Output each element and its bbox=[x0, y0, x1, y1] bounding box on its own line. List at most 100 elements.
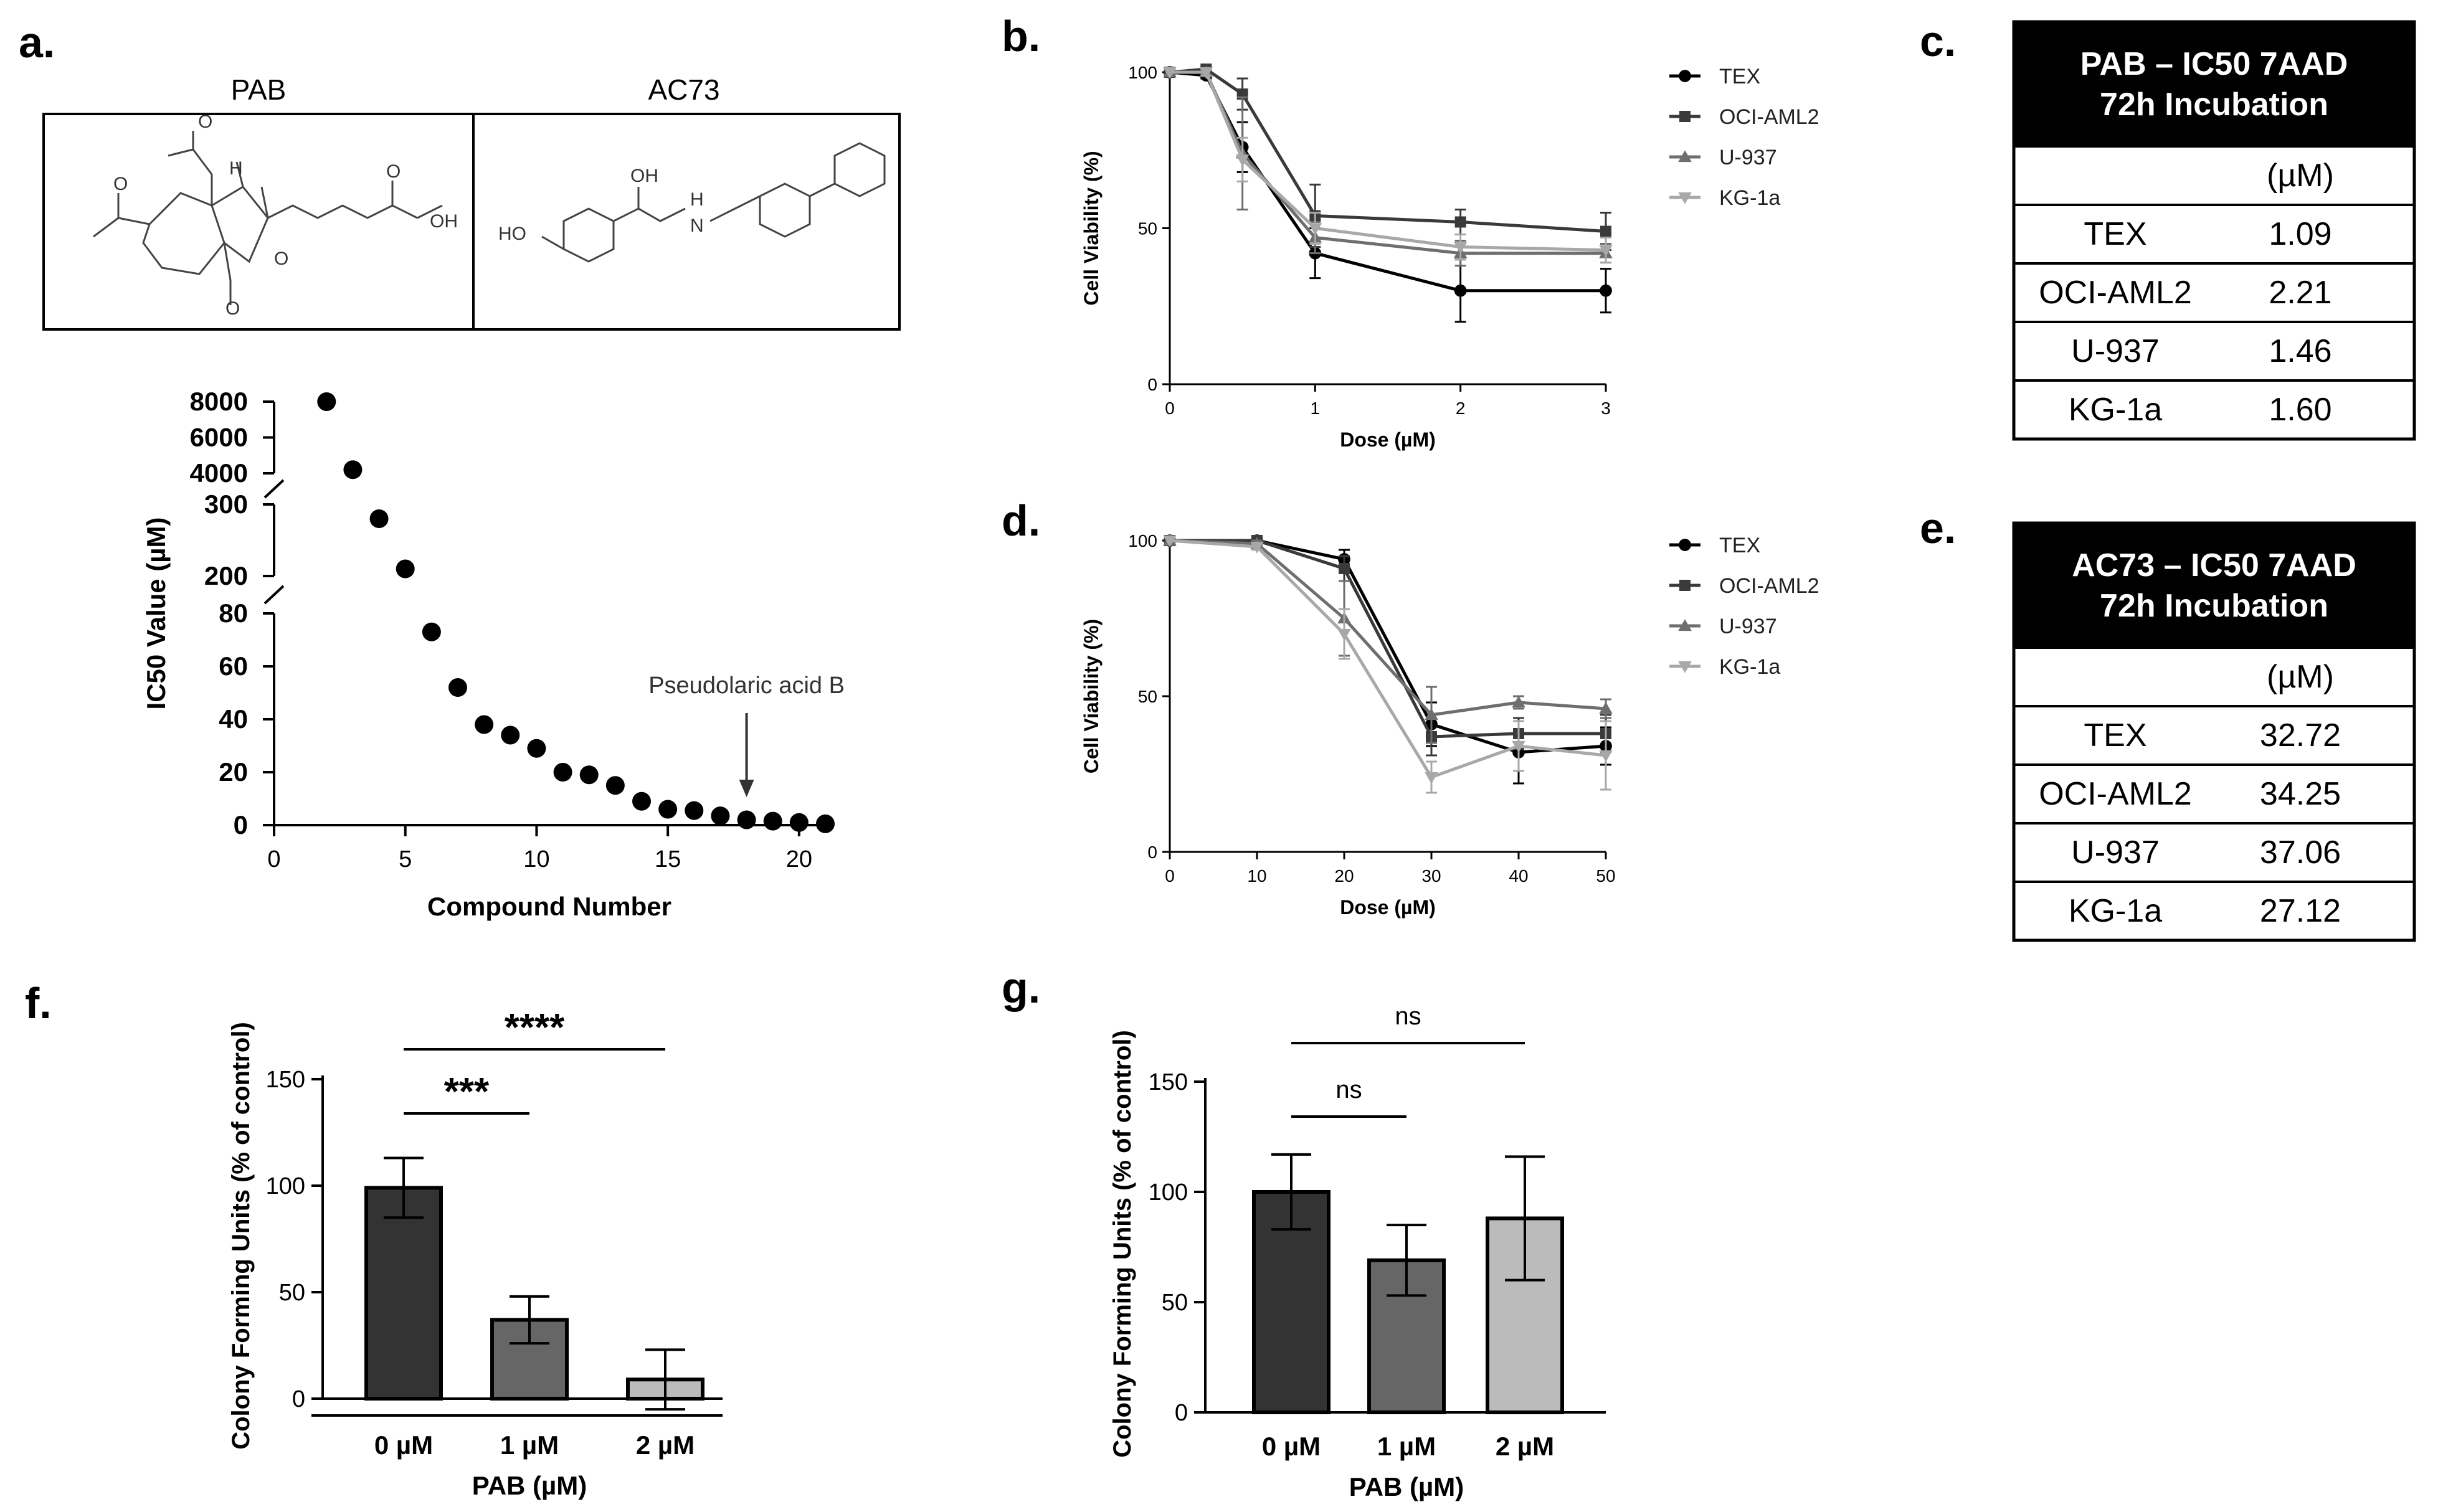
table-e-row-label: TEX bbox=[2084, 717, 2146, 754]
chart-f-category-label: 0 µM bbox=[374, 1430, 433, 1460]
chart-g-significance-label: ns bbox=[1335, 1076, 1362, 1103]
chart-g-y-axis-title: Colony Forming Units (% of control) bbox=[1109, 1030, 1136, 1458]
pab-structure-drawing: O O H OH O O O bbox=[93, 111, 458, 319]
table-e-border bbox=[2012, 521, 2416, 942]
table-c-row-label: U-937 bbox=[2071, 333, 2160, 369]
table-e-row-value: 32.72 bbox=[2260, 717, 2341, 754]
chart-a-y-tick-label: 20 bbox=[219, 757, 248, 787]
chart-b-series-oci-aml2 bbox=[1164, 63, 1611, 252]
chemical-structures: PAB AC73 O O H OH O O O bbox=[42, 73, 901, 331]
panel-d-label: d. bbox=[1002, 496, 1040, 545]
chart-d-data-point bbox=[1339, 563, 1350, 574]
chart-d-data-point bbox=[1599, 750, 1613, 762]
chart-d-legend-label: OCI-AML2 bbox=[1719, 574, 1819, 598]
panel-e-label: e. bbox=[1920, 504, 1956, 552]
chart-a-point bbox=[789, 813, 809, 832]
chart-d-x-tick-label: 0 bbox=[1165, 866, 1175, 886]
chart-b-x-tick-label: 3 bbox=[1601, 399, 1611, 418]
chart-a-point bbox=[632, 791, 651, 811]
chart-b-data-point bbox=[1308, 223, 1322, 235]
table-c-row bbox=[2013, 145, 2416, 206]
chart-g-y-tick-label: 0 bbox=[1175, 1400, 1188, 1426]
table-e-row-label: KG-1a bbox=[2069, 893, 2162, 929]
table-c-row-value: 1.46 bbox=[2269, 333, 2331, 369]
ac73-structure-drawing: HO OH H N bbox=[498, 142, 886, 263]
chart-g-x-axis-title: PAB (µM) bbox=[1349, 1472, 1464, 1501]
panel-c-label: c. bbox=[1920, 17, 1956, 65]
table-c-row-label: OCI-AML2 bbox=[2039, 275, 2192, 311]
chart-a-y-tick-label: 4000 bbox=[190, 458, 248, 488]
table-c-header-line1: PAB – IC50 7AAD bbox=[2080, 46, 2348, 82]
ac73-atom-3: H bbox=[690, 189, 704, 210]
chart-a-x-tick-label: 20 bbox=[786, 846, 812, 872]
chart-d-y-tick-label: 0 bbox=[1147, 843, 1157, 862]
chart-a-x-tick-label: 5 bbox=[399, 846, 412, 872]
chart-b-data-point bbox=[1199, 67, 1213, 79]
chart-d-data-point bbox=[1512, 740, 1525, 753]
chart-b-x-axis-title: Dose (µM) bbox=[1340, 428, 1436, 451]
table-c-row-value: 1.09 bbox=[2269, 216, 2331, 252]
table-c-pab-ic50: PAB – IC50 7AAD 72h Incubation (µM) TEX 1.09… bbox=[2012, 20, 2416, 441]
chart-a-y-tick-label: 200 bbox=[204, 561, 248, 590]
chart-a-x-tick-label: 0 bbox=[267, 846, 280, 872]
chart-b-y-tick-label: 0 bbox=[1147, 375, 1157, 394]
chart-d-x-tick-label: 30 bbox=[1421, 866, 1441, 886]
chart-a-axis-break-0 bbox=[263, 585, 285, 605]
pab-atom-4: OH bbox=[430, 211, 458, 232]
chart-a-point bbox=[475, 715, 494, 734]
pab-structure-box bbox=[42, 113, 475, 331]
chart-b-legend-marker bbox=[1679, 70, 1691, 82]
chart-f-y-tick-label: 150 bbox=[266, 1067, 305, 1093]
chart-a-point bbox=[553, 763, 572, 782]
ac73-structure-box bbox=[472, 113, 901, 331]
chart-a-point bbox=[343, 460, 363, 480]
chart-g-cfu: 0 50 100 150 0 µM 1 µM 2 µM PAB (µM) Colony Form… bbox=[1109, 1003, 1606, 1501]
table-c-row-value: (µM) bbox=[2267, 158, 2334, 194]
chart-f-y-tick-label: 100 bbox=[266, 1173, 305, 1199]
chart-d-x-tick-label: 20 bbox=[1334, 866, 1354, 886]
chart-d-series-u-937 bbox=[1163, 534, 1613, 744]
chart-b-legend-label: U-937 bbox=[1719, 146, 1777, 169]
pab-atom-1: O bbox=[198, 111, 212, 132]
chart-d-data-point bbox=[1250, 541, 1264, 554]
chart-d-series-oci-aml2 bbox=[1164, 535, 1611, 757]
chart-a-x-axis-title: Compound Number bbox=[427, 892, 671, 921]
table-e-row-value: (µM) bbox=[2267, 659, 2334, 695]
chart-g-category-label: 0 µM bbox=[1262, 1432, 1321, 1461]
chart-b-x-tick-label: 0 bbox=[1165, 399, 1175, 418]
chart-g-y-tick-label: 100 bbox=[1149, 1179, 1188, 1206]
chart-b-data-point bbox=[1600, 284, 1612, 297]
panel-a-label: a. bbox=[19, 18, 55, 67]
panel-f-label: f. bbox=[25, 979, 52, 1028]
chart-b-y-tick-label: 100 bbox=[1128, 63, 1157, 82]
ac73-atom-4: N bbox=[690, 215, 704, 236]
chart-d-series-kg-1a bbox=[1163, 535, 1613, 794]
pab-atom-7: O bbox=[225, 298, 240, 319]
chart-f-category-label: 1 µM bbox=[500, 1430, 559, 1460]
table-e-row-label: U-937 bbox=[2071, 834, 2160, 871]
chart-a-y-tick-label: 60 bbox=[219, 651, 248, 681]
panel-b-label: b. bbox=[1002, 12, 1040, 60]
chart-a-axis-break-1 bbox=[263, 479, 285, 499]
chart-b-series-tex bbox=[1164, 66, 1612, 323]
chart-a-point bbox=[816, 814, 835, 833]
table-c-row-value: 2.21 bbox=[2269, 275, 2331, 311]
chart-b-x-tick-label: 2 bbox=[1456, 399, 1466, 418]
table-e-row bbox=[2013, 705, 2416, 766]
chart-d-legend-marker bbox=[1679, 580, 1691, 591]
chart-b-y-tick-label: 50 bbox=[1138, 219, 1157, 239]
chart-d-series-line bbox=[1170, 539, 1606, 754]
chart-b-y-axis-title: Cell Viability (%) bbox=[1080, 151, 1103, 305]
ac73-atom-2: OH bbox=[630, 166, 658, 186]
chart-d-legend-label: KG-1a bbox=[1719, 655, 1780, 679]
table-e-row bbox=[2013, 763, 2416, 825]
table-e-row-value: 37.06 bbox=[2260, 834, 2341, 871]
pab-atom-3: H bbox=[229, 158, 243, 179]
chart-b-legend-marker bbox=[1678, 150, 1692, 163]
chart-d-data-point bbox=[1337, 628, 1351, 641]
chart-a-point bbox=[527, 739, 546, 758]
chart-b-data-point bbox=[1453, 242, 1468, 254]
ac73-structure-name: AC73 bbox=[648, 73, 719, 106]
table-c-header bbox=[2014, 22, 2414, 146]
chart-a-y-tick-label: 300 bbox=[204, 489, 248, 519]
